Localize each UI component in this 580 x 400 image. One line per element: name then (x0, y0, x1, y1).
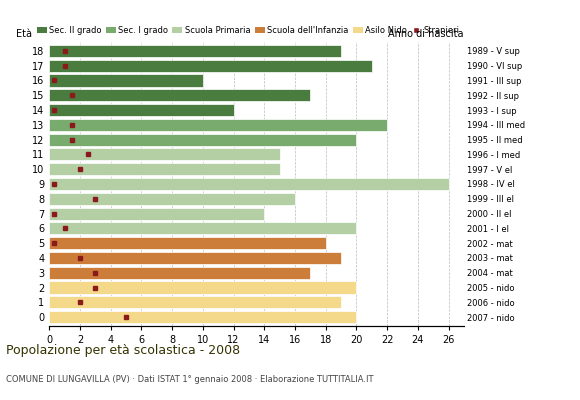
Bar (49, 208, 264, 220)
Bar (49, 45, 341, 57)
Bar (49, 178, 449, 190)
Bar (49, 60, 372, 72)
Text: Popolazione per età scolastica - 2008: Popolazione per età scolastica - 2008 (6, 344, 240, 357)
Bar (49, 296, 341, 308)
Bar (49, 237, 326, 249)
Bar (49, 311, 357, 323)
Bar (49, 222, 357, 234)
Bar (49, 148, 280, 160)
Bar (49, 193, 295, 205)
Text: Anno di nascita: Anno di nascita (389, 29, 464, 39)
Text: COMUNE DI LUNGAVILLA (PV) · Dati ISTAT 1° gennaio 2008 · Elaborazione TUTTITALIA: COMUNE DI LUNGAVILLA (PV) · Dati ISTAT 1… (6, 375, 374, 384)
Bar (49, 104, 234, 116)
Bar (49, 163, 280, 175)
Bar (49, 74, 203, 86)
Bar (49, 119, 387, 131)
Bar (49, 134, 357, 146)
Bar (49, 282, 357, 294)
Bar (49, 89, 310, 101)
Text: Età: Età (16, 29, 32, 39)
Bar (49, 267, 310, 279)
Bar (49, 252, 341, 264)
Legend: Sec. II grado, Sec. I grado, Scuola Primaria, Scuola dell'Infanzia, Asilo Nido, : Sec. II grado, Sec. I grado, Scuola Prim… (37, 26, 460, 35)
